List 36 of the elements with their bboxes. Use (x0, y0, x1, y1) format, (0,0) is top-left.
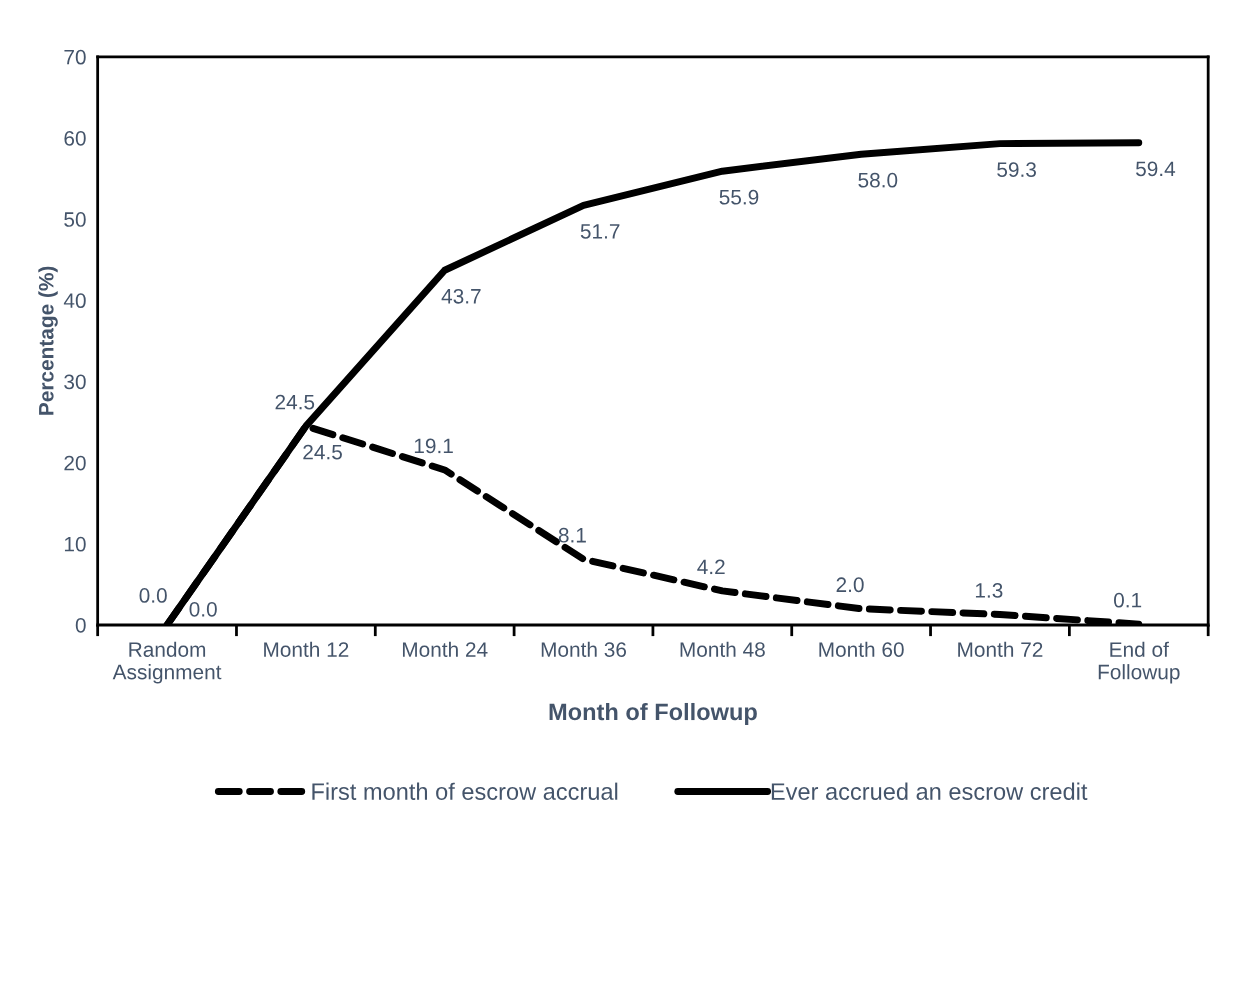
data-label: 1.3 (975, 583, 1003, 598)
data-label: 8.1 (558, 527, 586, 543)
x-tick-label: Random Assignment (112, 641, 222, 684)
x-tick-label: Month 72 (958, 641, 1043, 657)
data-label: 0.0 (139, 588, 167, 603)
legend-label: Ever accrued an escrow credit (771, 782, 1088, 800)
data-label: 55.9 (719, 189, 759, 205)
x-tick-label: Month 48 (680, 641, 765, 657)
data-label: 24.5 (303, 444, 342, 460)
data-label: 0.1 (1114, 592, 1142, 608)
x-tick-label: Month 24 (402, 641, 488, 657)
legend-label: First month of escrow accrual (312, 782, 618, 800)
y-tick-label: 20 (64, 455, 86, 471)
x-axis-title: Month of Followup (549, 702, 757, 725)
y-tick-label: 50 (64, 212, 86, 227)
y-tick-label: 40 (63, 293, 86, 309)
data-label: 24.5 (275, 394, 315, 410)
data-label: 2.0 (836, 577, 864, 593)
y-axis-title: Percentage (%) (38, 266, 58, 415)
data-label: 19.1 (414, 438, 453, 454)
x-tick-label: Month 36 (541, 641, 627, 657)
data-label: 51.7 (580, 224, 620, 239)
data-label: 43.7 (441, 288, 481, 304)
y-tick-label: 0 (75, 617, 86, 633)
y-tick-label: 60 (64, 130, 86, 146)
x-tick-label: Month 60 (819, 641, 904, 657)
y-tick-label: 30 (64, 374, 86, 390)
x-tick-label: Month 12 (264, 641, 349, 657)
data-label: 4.2 (697, 559, 725, 575)
data-label: 59.3 (997, 162, 1036, 177)
x-tick-label: End of Followup (1098, 641, 1180, 684)
data-label: 0.0 (189, 601, 217, 617)
y-tick-label: 10 (64, 536, 86, 552)
y-tick-label: 70 (64, 49, 86, 65)
data-label: 59.4 (1136, 161, 1176, 177)
data-label: 58.0 (858, 172, 898, 188)
